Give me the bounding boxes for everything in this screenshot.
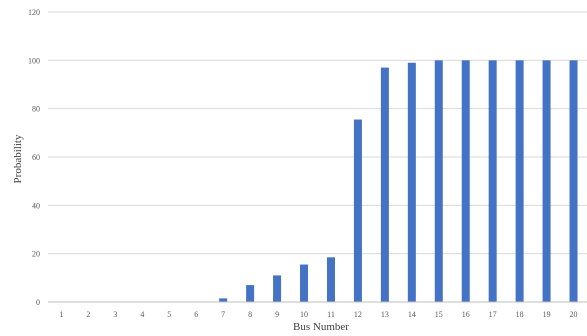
bar-12 xyxy=(353,119,362,303)
y-tick-label: 120 xyxy=(28,8,40,17)
bar-15 xyxy=(434,60,443,303)
x-tick-label: 7 xyxy=(221,310,225,319)
y-tick-label: 80 xyxy=(32,105,40,114)
x-tick-label: 6 xyxy=(194,310,198,319)
x-tick-label: 15 xyxy=(435,310,443,319)
y-axis-title: Probability xyxy=(12,134,24,183)
x-tick-label: 10 xyxy=(300,310,308,319)
x-tick-label: 17 xyxy=(489,310,497,319)
y-tick-label: 100 xyxy=(28,56,40,65)
bar-16 xyxy=(461,60,470,303)
gridlines xyxy=(48,11,587,255)
x-tick-label: 19 xyxy=(543,310,551,319)
x-axis-title: Bus Number xyxy=(293,321,349,333)
bar-10 xyxy=(300,264,309,302)
bar-18 xyxy=(515,60,524,303)
y-tick-label: 60 xyxy=(32,153,40,162)
x-tick-label: 1 xyxy=(59,310,63,319)
bar-7 xyxy=(219,298,228,302)
bar-17 xyxy=(488,60,497,303)
bar-series xyxy=(219,60,578,303)
x-tick-label: 14 xyxy=(408,310,416,319)
x-tick-label: 3 xyxy=(113,310,117,319)
y-axis-ticks: 0 20 40 60 80 100 120 xyxy=(28,8,40,307)
bar-14 xyxy=(407,62,416,302)
x-tick-label: 16 xyxy=(462,310,470,319)
x-tick-label: 20 xyxy=(570,310,578,319)
x-tick-label: 18 xyxy=(516,310,524,319)
x-tick-label: 8 xyxy=(248,310,252,319)
x-tick-label: 13 xyxy=(381,310,389,319)
x-axis-ticks: 1 2 3 4 5 6 7 8 9 10 11 12 13 14 15 16 17 18 19 20 xyxy=(59,310,577,319)
y-tick-label: 0 xyxy=(36,298,40,307)
x-tick-label: 9 xyxy=(275,310,279,319)
y-tick-label: 20 xyxy=(32,250,40,259)
bar-11 xyxy=(326,257,335,302)
x-tick-label: 5 xyxy=(167,310,171,319)
bar-19 xyxy=(542,60,551,303)
x-tick-label: 4 xyxy=(140,310,144,319)
x-tick-label: 11 xyxy=(327,310,335,319)
x-tick-label: 12 xyxy=(354,310,362,319)
bar-9 xyxy=(273,275,282,302)
bar-8 xyxy=(246,285,255,302)
bar-20 xyxy=(569,60,578,303)
x-tick-label: 2 xyxy=(86,310,90,319)
y-tick-label: 40 xyxy=(32,201,40,210)
bar-13 xyxy=(380,67,389,302)
